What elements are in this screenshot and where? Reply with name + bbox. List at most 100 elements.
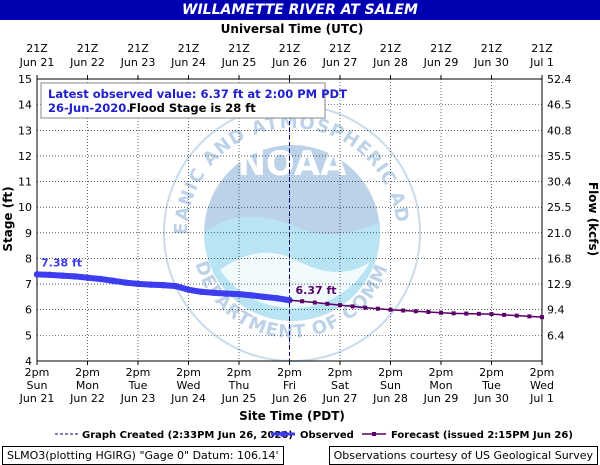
legend-forecast-marker — [372, 432, 376, 436]
bottom-tick-label: Jun 30 — [473, 392, 509, 405]
observed-point — [96, 275, 104, 283]
top-tick-date: Jun 23 — [120, 56, 156, 69]
y-tick-label: 6 — [25, 304, 32, 317]
y-tick-label: 13 — [18, 124, 32, 137]
top-tick-date: Jun 22 — [69, 56, 105, 69]
forecast-point — [350, 304, 355, 309]
top-tick-label: 21Z — [127, 42, 149, 55]
bottom-tick-label: Sun — [380, 379, 401, 392]
y-tick-label: 9 — [25, 227, 32, 240]
observed-point — [46, 271, 53, 279]
y2-tick-label: 6.4 — [547, 329, 565, 342]
y2-tick-label: 40.8 — [547, 124, 572, 137]
observed-start-label: 7.38 ft — [41, 256, 82, 269]
observed-point — [185, 286, 192, 293]
bottom-tick-label: Wed — [177, 379, 201, 392]
bottom-tick-label: Mon — [429, 379, 452, 392]
y-tick-label: 5 — [25, 329, 32, 342]
y2-tick-label: 9.4 — [547, 304, 565, 317]
y2-tick-label: 35.5 — [547, 150, 572, 163]
forecast-point — [388, 307, 393, 312]
y2-tick-label: 52.4 — [547, 73, 572, 86]
top-tick-label: 21Z — [228, 42, 250, 55]
observed-end-label: 6.37 ft — [296, 284, 337, 297]
bottom-tick-label: Tue — [481, 379, 501, 392]
y2-tick-label: 12.9 — [547, 278, 572, 291]
forecast-point — [527, 314, 532, 319]
watermark-noaa-text: NOAA — [237, 144, 347, 184]
bottom-tick-label: Jun 29 — [423, 392, 459, 405]
x-axis-title: Site Time (PDT) — [239, 409, 345, 423]
chart-labels: 7.38 ft 6.37 ft — [41, 256, 337, 297]
forecast-point — [375, 306, 380, 311]
forecast-point — [502, 312, 507, 317]
top-tick-label: 21Z — [26, 42, 48, 55]
bottom-tick-label: 2pm — [378, 366, 403, 379]
bottom-tick-label: 2pm — [328, 366, 353, 379]
forecast-point — [338, 303, 342, 308]
y-tick-label: 15 — [18, 73, 32, 86]
bottom-tick-label: Sun — [27, 379, 48, 392]
y-tick-label: 10 — [18, 201, 32, 214]
bottom-tick-label: 2pm — [429, 366, 454, 379]
chart-series — [33, 271, 544, 320]
observed-point — [109, 277, 116, 284]
forecast-point — [476, 311, 481, 316]
bottom-tick-label: 2pm — [25, 366, 50, 379]
observed-point — [273, 294, 281, 302]
bottom-tick-label: Jun 25 — [221, 392, 257, 405]
top-tick-date: Jun 21 — [19, 56, 55, 69]
observed-point — [248, 292, 255, 299]
forecast-point — [401, 308, 406, 313]
y-tick-label: 11 — [18, 176, 32, 189]
top-tick-label: 21Z — [531, 42, 553, 55]
info-latest-observed: Latest observed value: 6.37 ft at 2:00 P… — [48, 87, 347, 101]
bottom-tick-label: Sat — [331, 379, 350, 392]
forecast-point — [363, 305, 368, 310]
y-tick-label: 7 — [25, 278, 32, 291]
y2-tick-label: 21.0 — [547, 227, 572, 240]
legend: Graph Created (2:33PM Jun 26, 2020) Obse… — [55, 430, 573, 441]
bottom-tick-label: 2pm — [126, 366, 151, 379]
forecast-point — [300, 299, 305, 304]
bottom-tick-label: Jul 1 — [529, 392, 554, 405]
bottom-tick-label: Jun 26 — [271, 392, 307, 405]
forecast-point — [489, 312, 494, 317]
bottom-tick-label: Wed — [530, 379, 554, 392]
bottom-tick-label: 2pm — [75, 366, 100, 379]
observed-point — [197, 288, 205, 295]
bottom-tick-label: Jun 27 — [322, 392, 358, 405]
observed-point — [261, 293, 268, 301]
top-tick-date: Jun 27 — [322, 56, 358, 69]
legend-observed-marker — [280, 431, 286, 437]
observed-point — [134, 280, 142, 288]
chart-axes: 4 5 6 7 8 9 10 11 12 13 14 15 9.4 6.4 12.9 16.8 21.0 25.5… — [18, 42, 572, 405]
y2-tick-label: 16.8 — [547, 252, 572, 265]
observed-point — [172, 282, 180, 290]
footer-credit: Observations courtesy of US Geological S… — [328, 446, 598, 465]
y2-tick-label: 46.5 — [547, 99, 572, 112]
forecast-point — [451, 311, 456, 316]
y-tick-label: 8 — [25, 252, 32, 265]
forecast-point — [426, 310, 431, 315]
forecast-point — [514, 313, 519, 318]
top-tick-label: 21Z — [481, 42, 503, 55]
observed-point — [160, 281, 167, 289]
observed-point — [147, 281, 154, 288]
bottom-tick-label: 2pm — [176, 366, 201, 379]
bottom-tick-label: 2pm — [227, 366, 252, 379]
bottom-tick-label: Jun 24 — [170, 392, 206, 405]
bottom-tick-label: Jun 28 — [372, 392, 408, 405]
top-tick-label: 21Z — [77, 42, 99, 55]
forecast-point — [413, 309, 418, 314]
y2-tick-label: 25.5 — [547, 201, 572, 214]
observed-point — [122, 279, 129, 286]
observed-point — [84, 274, 91, 281]
legend-graph-created: Graph Created (2:33PM Jun 26, 2020) — [82, 430, 293, 441]
y-axis-title: Stage (ft) — [1, 186, 15, 251]
top-tick-date: Jun 30 — [473, 56, 509, 69]
top-tick-date: Jun 28 — [372, 56, 408, 69]
observed-point — [71, 273, 79, 280]
